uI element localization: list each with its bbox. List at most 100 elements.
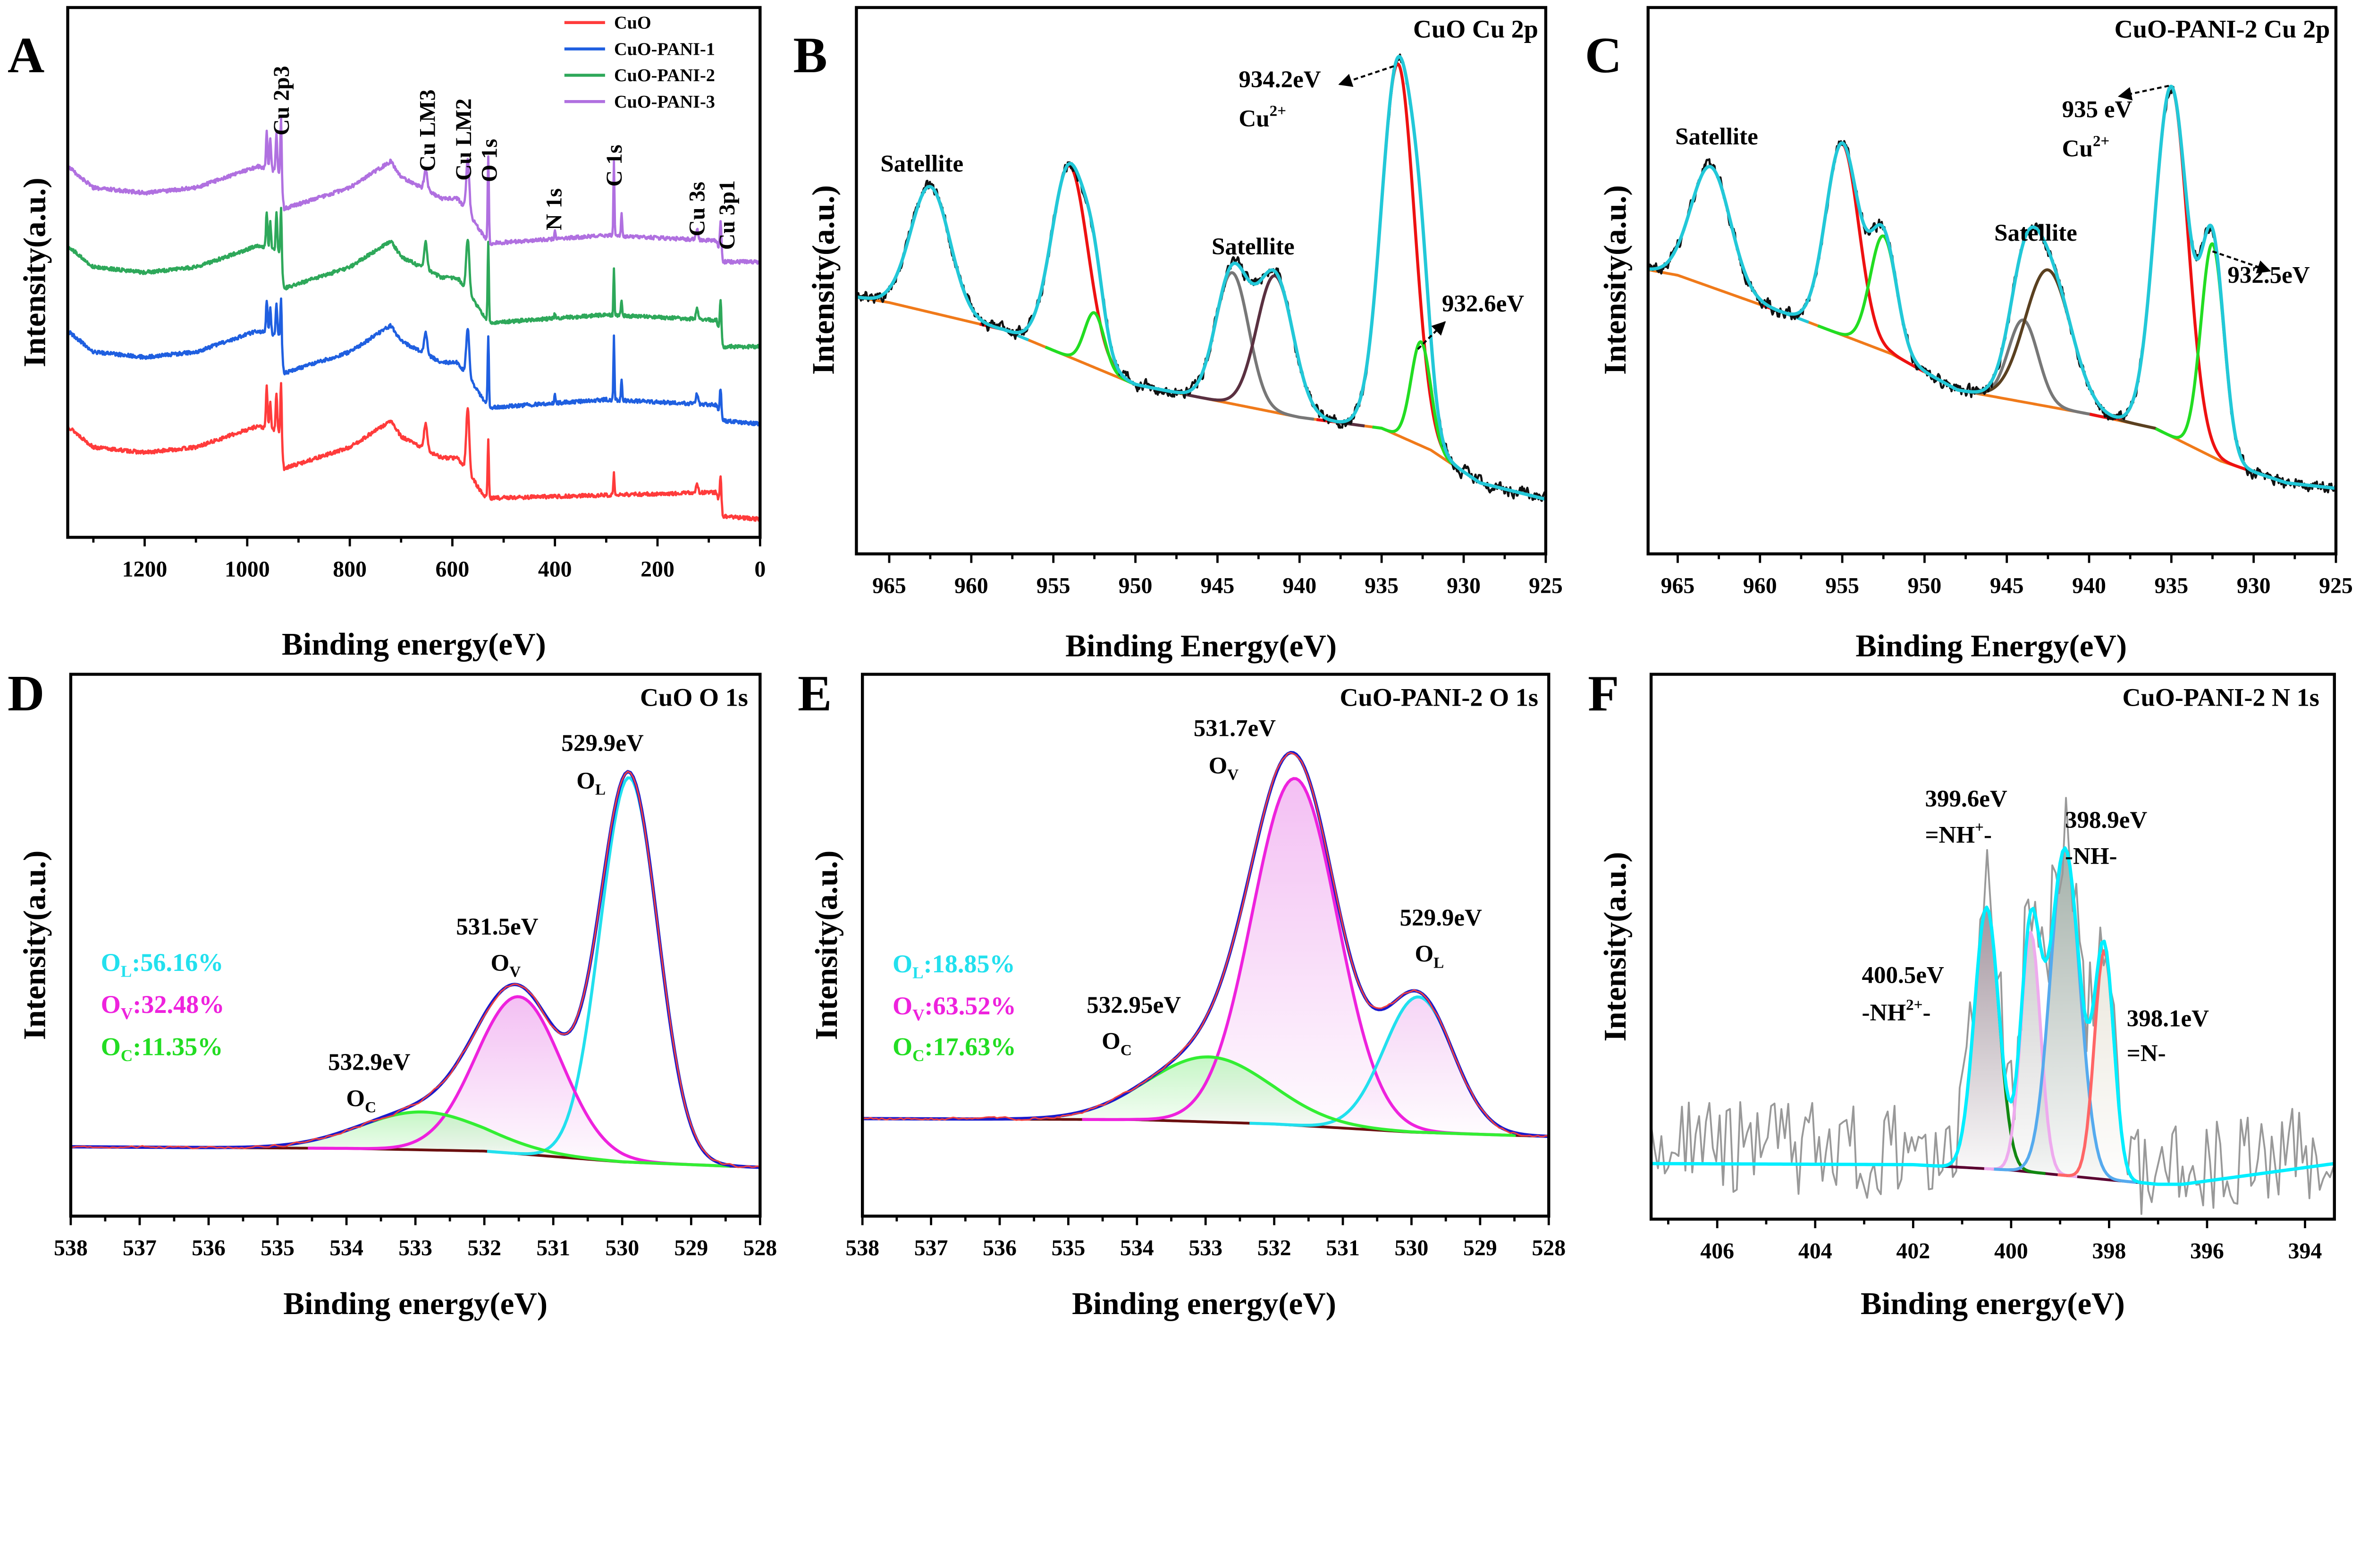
peak-annotation-sup: 2+ [2093,132,2109,150]
component-fill [1126,778,1464,1134]
peak-annotation: 532.95eV [1087,992,1181,1019]
peak-annotation-text: 934.2eV [1239,67,1321,93]
plot-frame [855,6,1548,556]
peak-annotation-text: 529.9eV [1400,905,1482,931]
x-tick-label: 537 [914,1235,948,1260]
x-tick-label: 532 [1257,1235,1291,1260]
fit-envelope-line [1647,84,2337,490]
peak-annotation-text: 399.6eV [1925,786,2007,812]
x-tick-label: 940 [2072,573,2106,598]
peak-annotation: -NH- [2065,843,2117,869]
x-tick-label: 537 [123,1235,157,1260]
peak-annotation-text: O [346,1086,365,1112]
composition-entry: OL:18.85% [893,950,1015,982]
peak-annotation-sub: C [1121,1041,1132,1059]
series-line-cuo [67,382,761,522]
peak-annotation: OC [1102,1028,1132,1059]
series-line-cuo-pani-3 [67,117,761,265]
x-tick-label: 930 [2237,573,2271,598]
peak-annotation-text: -NH [1862,1000,1906,1026]
x-tick-label: 534 [329,1235,363,1260]
peak-annotation-text: 398.1eV [2127,1006,2209,1032]
composition-entry: OV:63.52% [893,992,1016,1024]
y-axis-label: Intensity(a.u.) [809,851,844,1040]
legend-entry: CuO-PANI-3 [614,92,715,112]
x-tick-label: 528 [1532,1235,1566,1260]
peak-annotation-text: 398.9eV [2065,807,2147,834]
peak-annotation-text: =NH [1925,822,1975,849]
x-tick-label: 945 [1990,573,2024,598]
peak-annotation: =N- [2127,1040,2166,1067]
x-tick-label: 960 [1743,573,1777,598]
composition-entry-tail: :63.52% [925,992,1016,1020]
y-axis-label: Intensity(a.u.) [1598,185,1633,375]
raw-spectrum-line [70,770,760,1168]
panel-f: 399.6eV=NH+-398.9eV-NH-400.5eV-NH2+- 398.… [1588,665,2336,1321]
y-axis-label: Intensity(a.u.) [17,851,52,1040]
composition-entry-tail: :56.16% [132,948,223,977]
peak-annotation: 531.5eV [456,914,538,940]
x-axis-label: Binding Energy(eV) [1065,628,1337,663]
x-tick-label: 1200 [122,556,168,582]
x-tick-label: 535 [261,1235,295,1260]
composition-entry-sub: V [121,1004,133,1023]
composition-entry-tail: :17.63% [925,1032,1016,1061]
panel-title: CuO Cu 2p [1413,15,1538,43]
composition-entry-sub: L [912,964,924,982]
peak-annotation-tail: - [1923,1000,1931,1026]
composition-entry-text: O [893,1032,912,1061]
x-tick-label: 536 [192,1235,226,1260]
x-tick-label: 529 [1463,1235,1497,1260]
annotation-arrow [1338,65,1394,87]
composition-entry: OL:56.16% [101,948,224,981]
x-tick-label: 400 [1994,1239,2028,1264]
x-axis-label: Binding Energy(eV) [1855,628,2127,663]
peak-annotation-text: 400.5eV [1862,962,1944,988]
annotation-arrow [2212,250,2271,274]
x-tick-label: 960 [954,573,988,598]
peak-annotation-text: Cu [2062,136,2093,162]
peak-annotation: 398.1eV [2127,1006,2209,1032]
x-tick-label: 533 [398,1235,432,1260]
x-tick-label: 945 [1201,573,1235,598]
peak-annotation-text: 529.9eV [561,730,643,757]
peak-annotation-text: 532.95eV [1087,992,1181,1019]
peak-annotation-sub: C [365,1099,376,1116]
peak-annotation-sup: 2+ [1270,102,1286,120]
plot-frame [1649,673,2336,1221]
x-tick-label: 940 [1282,573,1316,598]
peak-annotation: Satellite [1675,124,1758,150]
peak-annotation: 398.9eV [2065,807,2147,834]
component-peak-955 [1760,142,1925,373]
peak-annotation-text: O [1415,941,1433,968]
peak-annotation: OC [346,1086,376,1116]
peak-label: C 1s [602,144,627,186]
peak-annotation-sub: L [1433,954,1444,971]
peak-annotation-text: -NH- [2065,843,2117,869]
y-axis-label: Intensity(a.u.) [806,185,841,375]
component-peak-932.6 [1371,340,1471,477]
composition-entry-text: O [101,990,121,1019]
peak-label: Cu 2p3 [269,66,294,135]
peak-annotation: OV [491,950,521,981]
peak-annotation: Cu2+ [2062,132,2110,162]
peak-annotation: 532.9eV [328,1049,410,1076]
panel-title: CuO-PANI-2 O 1s [1340,683,1538,712]
peak-annotation-sub: V [509,963,521,981]
x-tick-label: 955 [1825,573,1859,598]
peak-annotation-text: 935 eV [2062,97,2132,123]
panel-a: Cu 2p3 Cu LM3 Cu LM2 O 1s N 1s C 1s Cu 3s Cu 3p… [8,6,766,662]
x-tick-label: 402 [1896,1239,1930,1264]
x-tick-label: 925 [2319,573,2353,598]
plot-frame [1646,6,2338,556]
panel-d: 529.9eVOL531.5eVOV532.9eVOCOL:56.16%OV:3… [8,665,777,1321]
x-tick-label: 925 [1529,573,1563,598]
series-line-cuo-pani-1 [67,297,761,427]
peak-annotation-text: O [1209,753,1228,779]
x-tick-label: 1000 [225,556,270,582]
x-tick-label: 950 [1119,573,1153,598]
x-axis-label: Binding energy(eV) [1072,1286,1336,1321]
x-tick-label: 536 [983,1235,1017,1260]
raw-spectrum-line [862,752,1549,1138]
composition-entry-text: O [893,950,912,978]
